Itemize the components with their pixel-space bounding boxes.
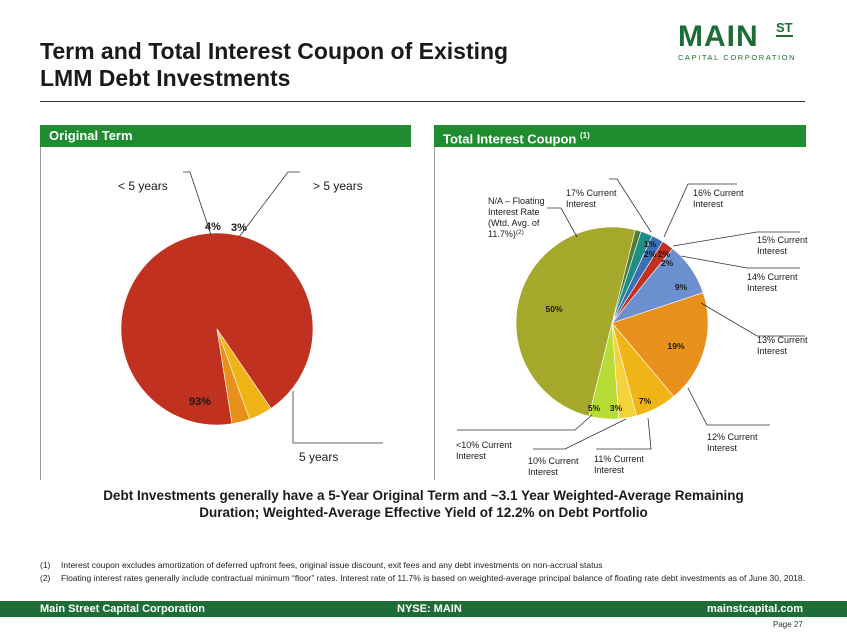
term-leader-5y <box>292 391 383 444</box>
footer-website: mainstcapital.com <box>707 603 803 615</box>
coupon-leader-6 <box>687 387 770 426</box>
term-category-lt5: < 5 years <box>118 179 168 193</box>
coupon-leader-7 <box>596 417 652 450</box>
footer-ticker: NYSE: MAIN <box>397 603 462 615</box>
coupon-value-label-2: 2% <box>644 249 657 259</box>
coupon-category-1: 17% Current Interest <box>566 188 617 209</box>
page-number: Page 27 <box>773 620 803 629</box>
coupon-value-label-4: 2% <box>661 258 674 268</box>
coupon-category-4: 14% Current Interest <box>747 272 798 293</box>
term-value-label-1: 93% <box>189 396 211 408</box>
coupon-value-label-7: 7% <box>639 396 652 406</box>
original-term-header: Original Term <box>40 125 411 147</box>
key-takeaway-line-1: Debt Investments generally have a 5-Year… <box>103 488 744 503</box>
coupon-leader-9 <box>457 414 593 431</box>
coupon-leader-5 <box>700 302 805 337</box>
key-takeaway-line-2: Duration; Weighted-Average Effective Yie… <box>199 505 648 520</box>
logo-tagline: CAPITAL CORPORATION <box>678 53 797 62</box>
right-panel-border <box>434 147 435 480</box>
main-street-logo: MAIN ST CAPITAL CORPORATION <box>678 20 798 63</box>
coupon-value-label-10: 50% <box>545 304 562 314</box>
interest-coupon-header: Total Interest Coupon (1) <box>434 125 806 147</box>
term-category-gt5: > 5 years <box>313 179 363 193</box>
logo-wordmark: MAIN <box>678 20 759 53</box>
coupon-slice-6 <box>611 292 709 397</box>
coupon-category-2: 16% Current Interest <box>693 188 744 209</box>
footnote-2-number: (2) <box>40 573 51 583</box>
term-value-label-2: 4% <box>205 221 221 233</box>
coupon-category-3: 15% Current Interest <box>757 235 808 256</box>
coupon-category-10: N/A – Floating Interest Rate (Wtd. Avg. of… <box>488 196 545 239</box>
coupon-leader-8 <box>533 418 627 450</box>
footnote-1: (1) Interest coupon excludes amortizatio… <box>40 560 810 571</box>
footer-bar: Main Street Capital Corporation NYSE: MA… <box>0 601 847 617</box>
key-takeaway: Debt Investments generally have a 5-Year… <box>60 487 787 521</box>
footnote-2-text: Floating interest rates generally includ… <box>61 573 806 583</box>
coupon-leader-1 <box>609 178 652 233</box>
footnote-1-number: (1) <box>40 560 51 570</box>
coupon-category-5: 13% Current Interest <box>757 335 808 356</box>
coupon-leader-2 <box>663 183 737 238</box>
coupon-slice-10 <box>515 226 636 417</box>
coupon-leader-4 <box>680 255 800 269</box>
coupon-category-7: 11% Current Interest <box>594 454 644 475</box>
footnotes: (1) Interest coupon excludes amortizatio… <box>40 560 810 586</box>
term-value-label-3: 3% <box>231 222 247 234</box>
term-slice--5-years <box>216 328 250 425</box>
term-leader-lt5 <box>183 171 212 236</box>
coupon-category-6: 12% Current Interest <box>707 432 758 453</box>
coupon-value-label-9: 5% <box>588 403 601 413</box>
left-panel-border <box>40 147 41 480</box>
logo-st: ST <box>776 20 793 37</box>
coupon-value-label-6: 19% <box>667 341 684 351</box>
footnote-1-text: Interest coupon excludes amortization of… <box>61 560 603 570</box>
coupon-leader-3 <box>672 231 800 247</box>
term-category-5y: 5 years <box>299 450 338 464</box>
slide-title-line-2: LMM Debt Investments <box>40 65 291 91</box>
coupon-leader-10 <box>547 207 578 238</box>
slide-title: Term and Total Interest Coupon of Existi… <box>40 38 600 92</box>
interest-coupon-header-label: Total Interest Coupon <box>443 131 577 147</box>
term-leader-gt5 <box>238 171 300 238</box>
coupon-value-label-1: 1% <box>644 239 657 249</box>
title-divider <box>40 101 805 102</box>
coupon-value-label-5: 9% <box>675 282 688 292</box>
coupon-value-label-8: 3% <box>610 403 623 413</box>
original-term-header-label: Original Term <box>49 128 133 143</box>
coupon-category-8: 10% Current Interest <box>528 456 579 477</box>
coupon-value-label-3: 2% <box>658 249 671 259</box>
slide-title-line-1: Term and Total Interest Coupon of Existi… <box>40 38 509 64</box>
interest-coupon-footnote-marker: (1) <box>580 131 590 140</box>
coupon-category-9: <10% Current Interest <box>456 440 512 461</box>
footnote-2: (2) Floating interest rates generally in… <box>40 573 810 584</box>
footer-company: Main Street Capital Corporation <box>40 603 206 615</box>
